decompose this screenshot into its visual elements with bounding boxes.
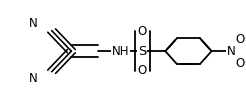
Text: NH: NH [112, 45, 129, 58]
Text: N: N [29, 17, 38, 30]
Text: O: O [138, 64, 147, 77]
Text: N: N [227, 45, 236, 58]
Text: O: O [235, 33, 245, 46]
Text: O: O [235, 57, 245, 70]
Text: N: N [29, 72, 38, 85]
Text: O: O [138, 25, 147, 38]
Text: S: S [138, 45, 146, 58]
